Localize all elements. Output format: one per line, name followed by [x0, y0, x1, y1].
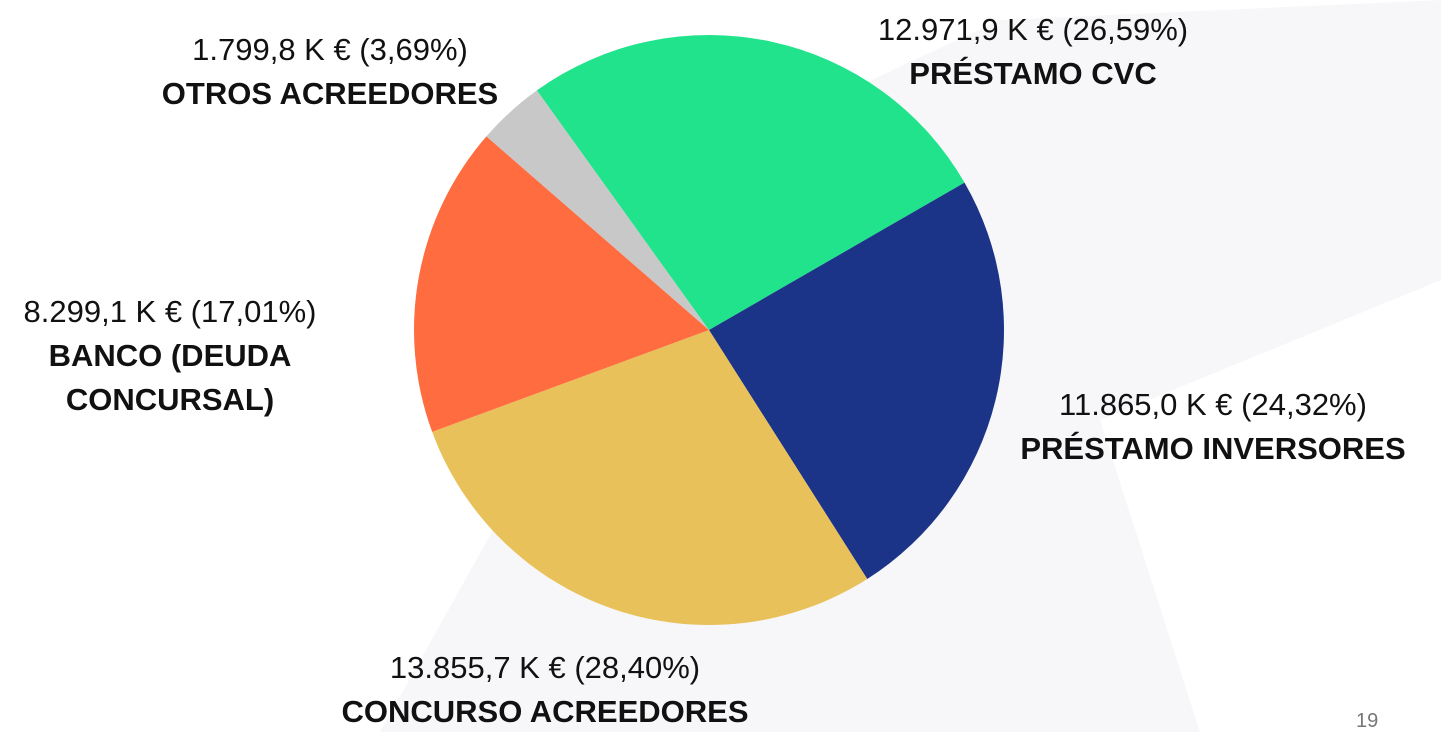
- slice-label: 13.855,7 K € (28,40%) CONCURSO ACREEDORES: [315, 646, 775, 734]
- pie-slice: [536, 34, 965, 330]
- category-label: CONCURSO ACREEDORES: [341, 694, 749, 729]
- value-label: 12.971,9 K € (26,59%): [877, 12, 1189, 47]
- pie-slice: [413, 136, 709, 432]
- category-label: BANCO (DEUDA CONCURSAL): [48, 338, 292, 417]
- page-number: 19: [1356, 710, 1379, 732]
- slice-label: 11.865,0 K € (24,32%) PRÉSTAMO INVERSORES: [993, 383, 1433, 471]
- slice-label: 8.299,1 K € (17,01%) BANCO (DEUDA CONCURS…: [20, 290, 320, 422]
- pie-slice: [486, 90, 709, 330]
- value-label: 1.799,8 K € (3,69%): [192, 32, 468, 67]
- category-label: OTROS ACREEDORES: [161, 76, 499, 111]
- value-label: 11.865,0 K € (24,32%): [1059, 387, 1367, 422]
- value-label: 8.299,1 K € (17,01%): [23, 294, 317, 329]
- slice-label: 1.799,8 K € (3,69%) OTROS ACREEDORES: [130, 28, 530, 116]
- pie-slice: [432, 330, 868, 626]
- pie: [413, 34, 1005, 626]
- category-label: PRÉSTAMO CVC: [909, 56, 1157, 91]
- value-label: 13.855,7 K € (28,40%): [389, 650, 701, 685]
- pie-slice: [709, 182, 1005, 579]
- category-label: PRÉSTAMO INVERSORES: [1020, 431, 1406, 466]
- slice-label: 12.971,9 K € (26,59%) PRÉSTAMO CVC: [823, 8, 1243, 96]
